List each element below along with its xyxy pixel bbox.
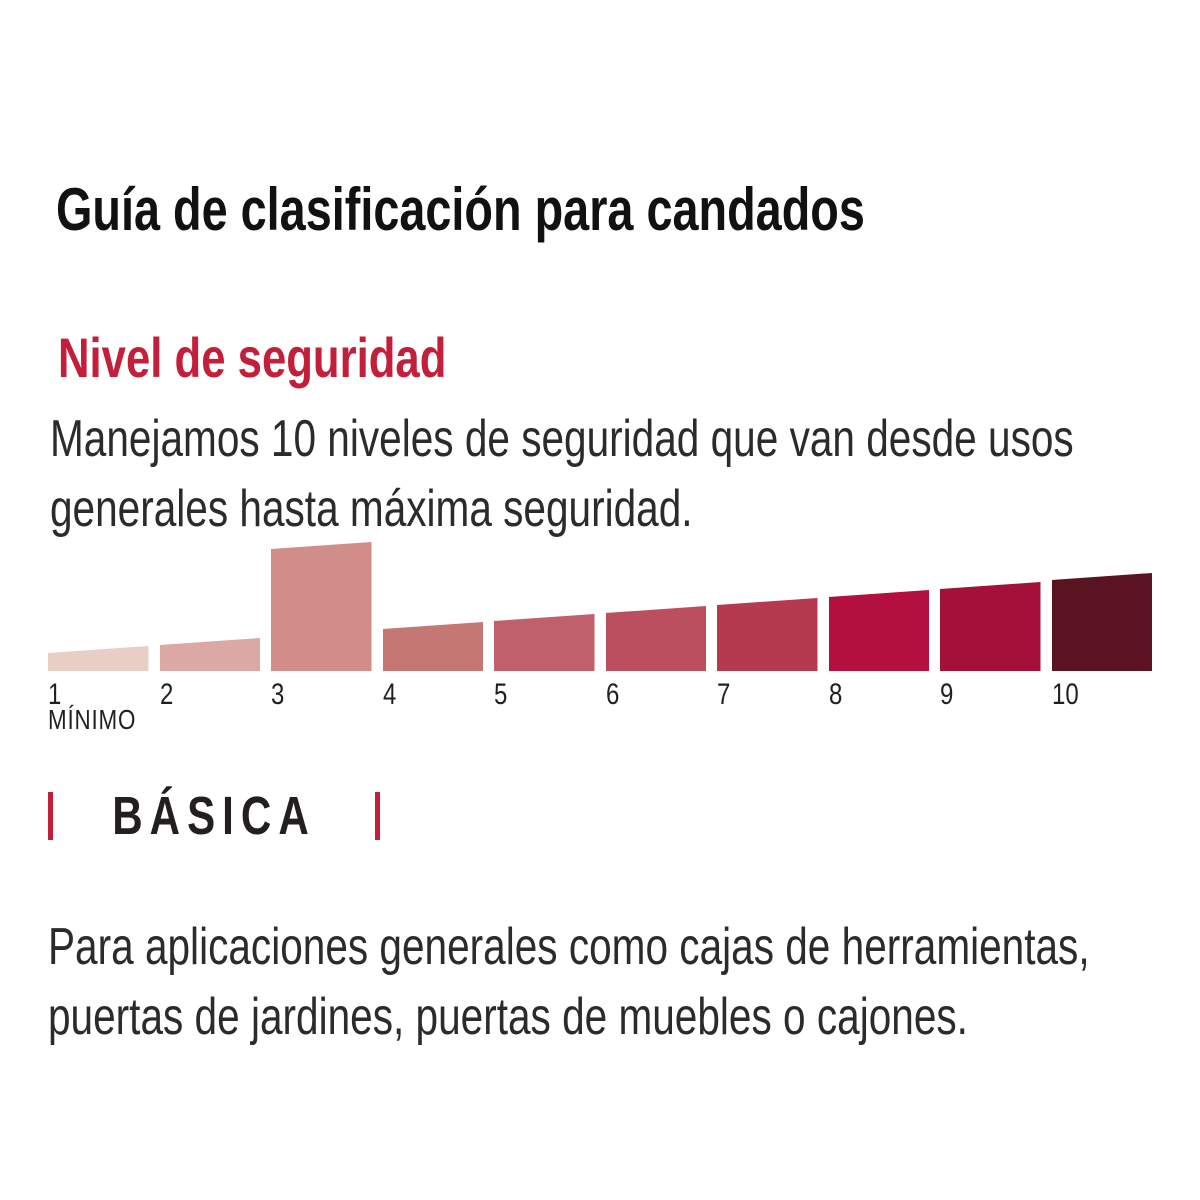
bar-label-7: 7	[717, 678, 731, 711]
bar-label-4: 4	[382, 678, 396, 711]
bar-level-2	[159, 638, 260, 671]
bar-level-5	[494, 614, 595, 671]
page-title: Guía de clasificación para candados	[56, 176, 865, 244]
bar-label-10: 10	[1051, 678, 1079, 711]
minimum-label: MÍNIMO	[48, 704, 137, 735]
security-level-chart: 1 2 3 4 5 6 7 8 9 10 MÍNIMO	[48, 541, 1152, 734]
range-tick-right	[375, 792, 380, 840]
range-tick-left	[48, 792, 53, 840]
security-level-intro: Manejamos 10 niveles de seguridad que va…	[50, 410, 1074, 538]
security-level-heading: Nivel de seguridad	[58, 326, 447, 390]
chart-bars	[48, 541, 1152, 671]
chart-labels: 1 2 3 4 5 6 7 8 9 10	[48, 680, 1152, 710]
bar-label-6: 6	[605, 678, 619, 711]
category-label: BÁSICA	[112, 786, 316, 846]
bar-level-9	[940, 582, 1041, 671]
bar-level-10	[1051, 573, 1152, 671]
category-description: Para aplicaciones generales como cajas d…	[48, 918, 1090, 1046]
bar-level-7	[717, 598, 818, 671]
bar-label-9: 9	[940, 678, 954, 711]
bar-level-8	[828, 590, 929, 671]
basic-category-band: BÁSICA	[48, 786, 380, 846]
bar-label-1: 1	[48, 678, 62, 711]
bar-label-5: 5	[494, 678, 508, 711]
bar-level-3	[271, 542, 372, 671]
bar-level-1	[48, 646, 149, 671]
bar-level-4	[382, 622, 483, 671]
bar-label-2: 2	[159, 678, 173, 711]
bar-label-3: 3	[271, 678, 285, 711]
bar-label-8: 8	[828, 678, 842, 711]
bar-level-6	[605, 606, 706, 671]
